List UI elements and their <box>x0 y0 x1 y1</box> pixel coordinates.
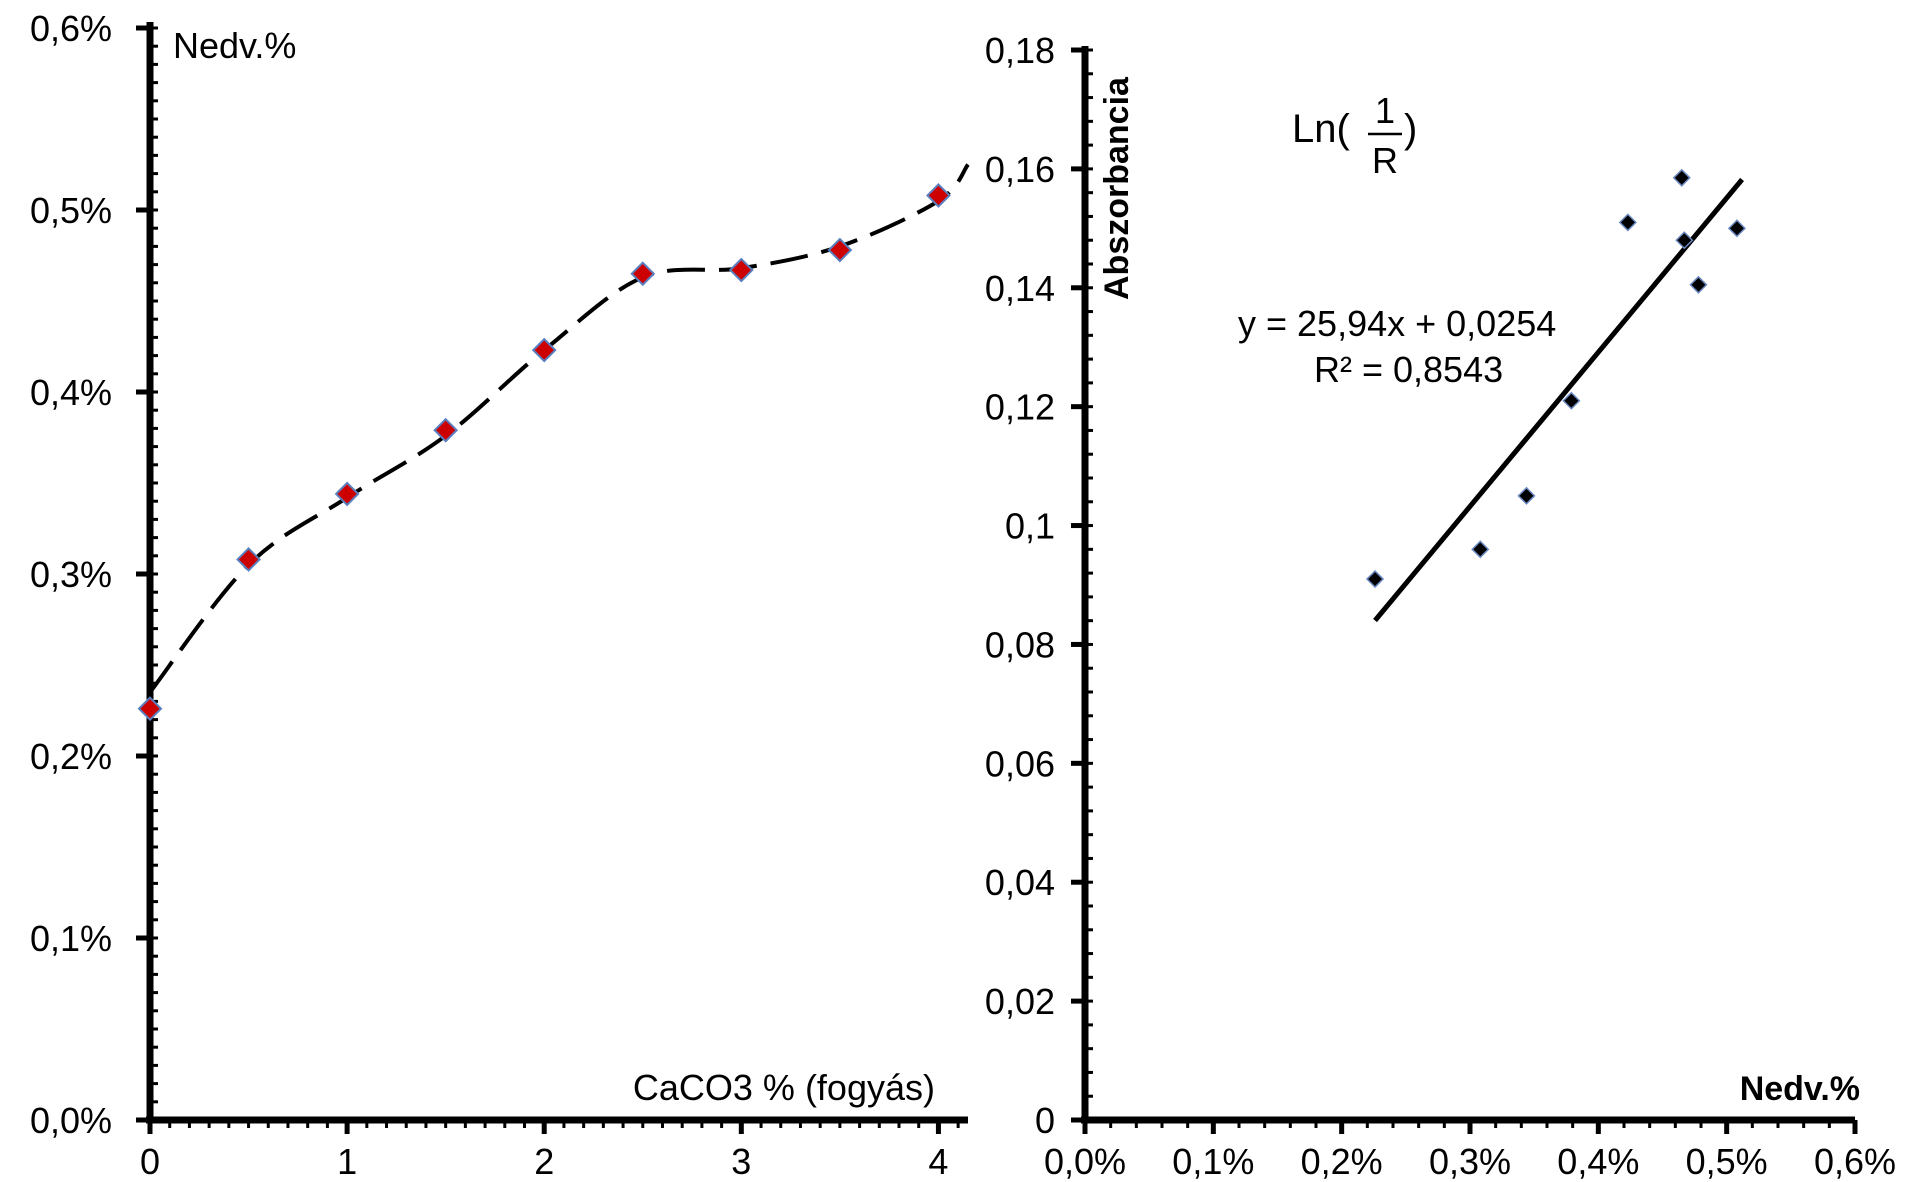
left-y-tick-label: 0,4% <box>30 372 112 413</box>
ln-annotation-prefix: Ln( <box>1292 107 1350 151</box>
right-y-tick-label: 0,02 <box>985 981 1055 1022</box>
left-x-axis-label: CaCO3 % (fogyás) <box>633 1067 935 1108</box>
left-data-point <box>137 696 163 722</box>
ln-annotation: Ln( 1 R ) <box>1292 90 1417 181</box>
right-chart: 0 0,02 0,04 0,06 0,08 0,1 0,12 0,14 0,16 0,18 0,0… <box>985 30 1896 1182</box>
right-x-tick-label: 0,1% <box>1172 1141 1254 1182</box>
left-data-points <box>137 183 951 722</box>
right-y-tick-label: 0,16 <box>985 149 1055 190</box>
right-x-tick-label: 0,0% <box>1044 1141 1126 1182</box>
right-x-tick-label: 0,2% <box>1301 1141 1383 1182</box>
left-data-point <box>236 547 261 572</box>
left-x-tick-label: 0 <box>140 1141 160 1182</box>
r-squared: R² = 0,8543 <box>1314 349 1503 390</box>
right-y-tick-label: 0,14 <box>985 268 1055 309</box>
right-y-tick-label: 0,04 <box>985 862 1055 903</box>
ln-annotation-numerator: 1 <box>1375 90 1395 131</box>
right-x-tick-label: 0,6% <box>1814 1141 1896 1182</box>
left-y-axis-label: Nedv.% <box>173 25 296 66</box>
left-data-point <box>827 237 853 263</box>
right-data-point <box>1675 231 1694 250</box>
left-x-tick-label: 3 <box>731 1141 751 1182</box>
right-data-point <box>1618 213 1637 232</box>
left-y-tick-label: 0,1% <box>30 918 112 959</box>
right-data-point <box>1471 540 1490 559</box>
left-y-tick-label: 0,2% <box>30 736 112 777</box>
left-y-tick-label: 0,6% <box>30 8 112 49</box>
left-x-tick-label: 2 <box>534 1141 554 1182</box>
left-data-point <box>334 481 360 507</box>
right-y-tick-label: 0 <box>1035 1100 1055 1141</box>
regression-equation: y = 25,94x + 0,0254 <box>1238 303 1556 344</box>
right-data-point <box>1727 219 1746 238</box>
ln-annotation-suffix: ) <box>1404 107 1417 151</box>
right-y-tick-label: 0,08 <box>985 624 1055 665</box>
right-y-tick-label: 0,06 <box>985 743 1055 784</box>
right-y-axis-label: Abszorbancia <box>1098 76 1136 300</box>
right-data-point <box>1672 168 1691 187</box>
ln-annotation-denominator: R <box>1372 140 1398 181</box>
left-x-tick-label: 1 <box>337 1141 357 1182</box>
left-data-point <box>926 183 951 208</box>
right-x-tick-label: 0,4% <box>1557 1141 1639 1182</box>
left-x-tick-labels: 0 1 2 3 4 <box>140 1141 948 1182</box>
right-x-tick-labels: 0,0% 0,1% 0,2% 0,3% 0,4% 0,5% 0,6% <box>1044 1141 1896 1182</box>
right-data-point <box>1517 486 1536 505</box>
left-axes <box>136 22 968 1134</box>
left-y-tick-label: 0,3% <box>30 554 112 595</box>
right-axes <box>1071 46 1858 1134</box>
right-y-tick-label: 0,18 <box>985 30 1055 71</box>
right-trendline <box>1373 177 1744 623</box>
right-x-axis-label: Nedv.% <box>1740 1070 1860 1108</box>
left-data-point <box>433 417 459 443</box>
right-x-tick-label: 0,3% <box>1429 1141 1511 1182</box>
left-y-tick-labels: 0,0% 0,1% 0,2% 0,3% 0,4% 0,5% 0,6% <box>30 8 112 1141</box>
left-y-tick-label: 0,5% <box>30 190 112 231</box>
left-x-tick-label: 4 <box>928 1141 948 1182</box>
right-data-point <box>1562 391 1581 410</box>
left-data-point <box>728 257 754 283</box>
left-data-point <box>630 261 656 287</box>
right-y-tick-label: 0,12 <box>985 387 1055 428</box>
right-data-points <box>1365 168 1746 589</box>
right-data-point <box>1365 569 1385 589</box>
left-y-tick-label: 0,0% <box>30 1100 112 1141</box>
right-y-tick-label: 0,1 <box>1005 506 1055 547</box>
right-y-tick-labels: 0 0,02 0,04 0,06 0,08 0,1 0,12 0,14 0,16 0,18 <box>985 30 1055 1141</box>
left-data-point <box>531 337 557 363</box>
right-x-tick-label: 0,5% <box>1686 1141 1768 1182</box>
right-data-point <box>1689 275 1708 294</box>
left-chart: 0,0% 0,1% 0,2% 0,3% 0,4% 0,5% 0,6% 0 1 2 3 4 Nedv.… <box>30 8 970 1182</box>
